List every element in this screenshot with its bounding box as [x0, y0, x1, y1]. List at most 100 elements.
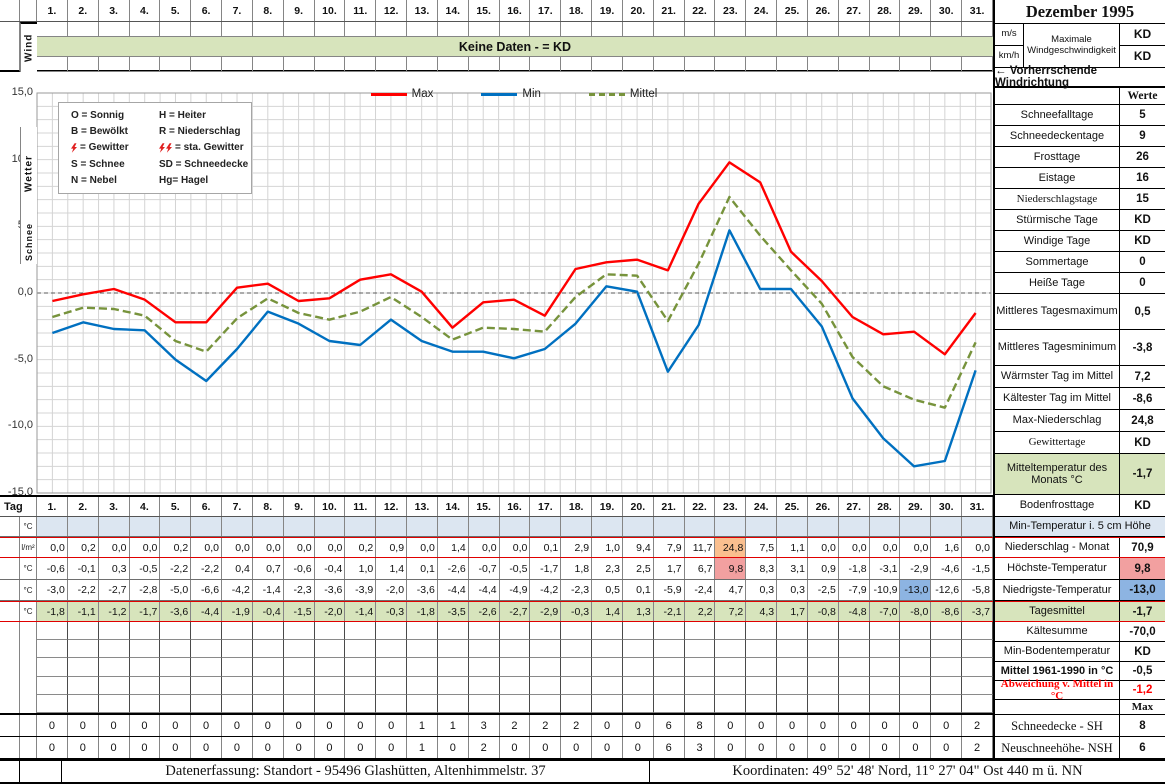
- wetter-cell[interactable]: [191, 658, 223, 677]
- wetter-cell[interactable]: [807, 676, 839, 695]
- day-header-cell[interactable]: 19.: [592, 0, 623, 21]
- table-cell-niedrigste[interactable]: -4,9: [500, 580, 531, 600]
- day-header-cell[interactable]: 31.: [962, 497, 993, 516]
- schnee-cell-schneedecke[interactable]: 1: [407, 715, 438, 736]
- wind-day-cell[interactable]: [869, 57, 901, 72]
- day-header-cell[interactable]: 14.: [438, 0, 469, 21]
- table-cell-min5cm[interactable]: [37, 517, 68, 536]
- table-cell-hoechste[interactable]: -0,7: [469, 558, 500, 579]
- wetter-cell[interactable]: [869, 622, 901, 641]
- day-header-cell[interactable]: 6.: [191, 0, 223, 21]
- table-cell-niederschlag[interactable]: 1,1: [777, 538, 808, 557]
- schnee-cell-neuschnee[interactable]: 2: [469, 737, 500, 758]
- wind-day-cell[interactable]: [468, 22, 500, 37]
- wetter-cell[interactable]: [283, 622, 315, 641]
- day-header-cell[interactable]: 1.: [37, 497, 68, 516]
- table-cell-niedrigste[interactable]: 0,3: [746, 580, 778, 600]
- wetter-cell[interactable]: [437, 676, 469, 695]
- wind-day-cell[interactable]: [622, 57, 654, 72]
- schnee-cell-schneedecke[interactable]: 0: [931, 715, 963, 736]
- table-cell-niedrigste[interactable]: -4,2: [530, 580, 562, 600]
- schnee-cell-neuschnee[interactable]: 0: [191, 737, 223, 758]
- wetter-cell[interactable]: [530, 622, 562, 641]
- table-cell-hoechste[interactable]: -0,5: [130, 558, 161, 579]
- wind-day-cell[interactable]: [376, 57, 408, 72]
- table-cell-niederschlag[interactable]: 0,0: [808, 538, 839, 557]
- stat-value[interactable]: 6: [1139, 741, 1146, 754]
- table-cell-min5cm[interactable]: [222, 517, 253, 536]
- stat-value[interactable]: 5: [1139, 109, 1146, 121]
- table-cell-min5cm[interactable]: [777, 517, 808, 536]
- wind-day-cell[interactable]: [283, 22, 315, 37]
- schnee-cell-schneedecke[interactable]: 0: [284, 715, 315, 736]
- day-header-cell[interactable]: 30.: [931, 497, 963, 516]
- schnee-cell-neuschnee[interactable]: 6: [654, 737, 685, 758]
- table-cell-tagesmittel[interactable]: -3,6: [160, 602, 192, 621]
- table-cell-tagesmittel[interactable]: -8,6: [931, 602, 963, 621]
- wetter-cell[interactable]: [746, 658, 778, 677]
- wetter-cell[interactable]: [561, 676, 593, 695]
- schnee-cell-schneedecke[interactable]: 0: [870, 715, 901, 736]
- wetter-cell[interactable]: [962, 658, 993, 677]
- wind-day-cell[interactable]: [98, 57, 130, 72]
- wetter-cell[interactable]: [407, 694, 438, 713]
- day-header-cell[interactable]: 28.: [870, 0, 901, 21]
- wind-day-cell[interactable]: [37, 22, 68, 37]
- wind-day-cell[interactable]: [345, 22, 377, 37]
- wetter-cell[interactable]: [684, 676, 716, 695]
- wetter-cell[interactable]: [283, 640, 315, 659]
- table-cell-hoechste[interactable]: -0,6: [37, 558, 68, 579]
- wetter-cell[interactable]: [222, 658, 253, 677]
- schnee-cell-neuschnee[interactable]: 3: [685, 737, 716, 758]
- table-cell-niedrigste[interactable]: -2,7: [99, 580, 130, 600]
- wetter-cell[interactable]: [807, 658, 839, 677]
- schnee-cell-neuschnee[interactable]: 0: [592, 737, 623, 758]
- schnee-cell-schneedecke[interactable]: 2: [962, 715, 993, 736]
- wetter-cell[interactable]: [931, 658, 963, 677]
- wind-day-cell[interactable]: [376, 22, 408, 37]
- wetter-cell[interactable]: [777, 694, 808, 713]
- wetter-cell[interactable]: [160, 622, 192, 641]
- table-cell-niedrigste[interactable]: -2,0: [376, 580, 408, 600]
- schnee-cell-schneedecke[interactable]: 2: [500, 715, 531, 736]
- wind-day-cell[interactable]: [499, 22, 531, 37]
- table-cell-niederschlag[interactable]: 0,0: [99, 538, 130, 557]
- wind-day-cell[interactable]: [684, 22, 716, 37]
- day-header-cell[interactable]: 9.: [284, 497, 315, 516]
- table-cell-niederschlag[interactable]: 0,0: [900, 538, 932, 557]
- schnee-cell-neuschnee[interactable]: 0: [746, 737, 778, 758]
- day-header-cell[interactable]: 2.: [68, 497, 99, 516]
- wetter-cell[interactable]: [129, 622, 161, 641]
- day-header-cell[interactable]: 16.: [500, 0, 531, 21]
- table-cell-niedrigste[interactable]: 0,3: [777, 580, 808, 600]
- stat-value[interactable]: -8,6: [1132, 392, 1153, 405]
- wetter-cell[interactable]: [684, 658, 716, 677]
- wetter-cell[interactable]: [838, 658, 870, 677]
- table-cell-min5cm[interactable]: [499, 517, 531, 536]
- schnee-cell-neuschnee[interactable]: 0: [561, 737, 593, 758]
- wetter-cell[interactable]: [931, 676, 963, 695]
- wetter-cell[interactable]: [283, 658, 315, 677]
- wind-day-cell[interactable]: [777, 57, 808, 72]
- table-cell-niedrigste[interactable]: -3,0: [37, 580, 68, 600]
- wetter-cell[interactable]: [376, 694, 408, 713]
- stat-value[interactable]: 8: [1139, 719, 1146, 732]
- wind-day-cell[interactable]: [67, 57, 99, 72]
- wetter-cell[interactable]: [530, 694, 562, 713]
- schnee-cell-schneedecke[interactable]: 3: [469, 715, 500, 736]
- table-cell-niedrigste[interactable]: -3,6: [315, 580, 346, 600]
- table-cell-hoechste[interactable]: -1,8: [839, 558, 870, 579]
- wetter-cell[interactable]: [437, 622, 469, 641]
- wetter-cell[interactable]: [37, 640, 68, 659]
- day-header-cell[interactable]: 29.: [900, 497, 932, 516]
- footer-coordinates[interactable]: Koordinaten: 49° 52' 48' Nord, 11° 27' 0…: [732, 763, 1083, 779]
- schnee-cell-neuschnee[interactable]: 0: [900, 737, 932, 758]
- stat-value[interactable]: Werte: [1127, 90, 1158, 102]
- wetter-cell[interactable]: [252, 622, 284, 641]
- day-header-cell[interactable]: 24.: [746, 0, 778, 21]
- schnee-cell-schneedecke[interactable]: 0: [808, 715, 839, 736]
- table-cell-min5cm[interactable]: [715, 517, 747, 536]
- table-cell-niederschlag[interactable]: 0,0: [130, 538, 161, 557]
- table-cell-min5cm[interactable]: [530, 517, 562, 536]
- wetter-cell[interactable]: [684, 694, 716, 713]
